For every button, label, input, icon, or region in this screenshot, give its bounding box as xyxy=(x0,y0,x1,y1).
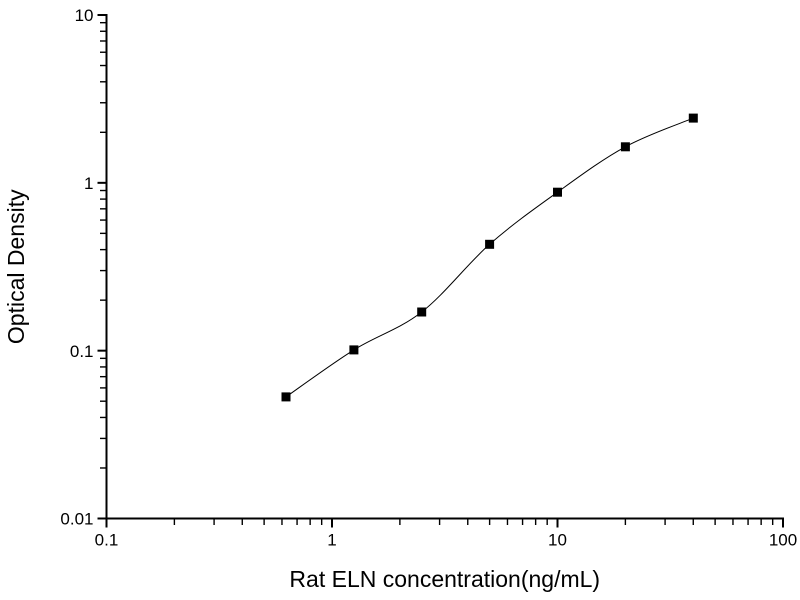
x-tick-label: 0.1 xyxy=(95,531,119,550)
y-tick-label: 10 xyxy=(75,6,94,25)
plot-layer xyxy=(281,113,698,402)
x-axis-title: Rat ELN concentration(ng/mL) xyxy=(289,566,600,592)
data-point-marker xyxy=(688,113,698,123)
y-tick-label: 1 xyxy=(84,174,93,193)
data-point-marker xyxy=(553,187,562,197)
data-point-marker xyxy=(620,142,630,152)
ticks-layer xyxy=(97,14,784,528)
data-point-marker xyxy=(281,392,291,402)
x-tick-label: 10 xyxy=(548,531,567,550)
data-point-marker xyxy=(485,239,495,249)
x-tick-label: 100 xyxy=(769,531,797,550)
y-tick-label: 0.1 xyxy=(70,342,94,361)
fitted-curve xyxy=(285,117,694,398)
data-point-marker xyxy=(349,345,359,355)
y-tick-label: 0.01 xyxy=(60,510,93,529)
x-tick-label: 1 xyxy=(327,531,336,550)
data-point-marker xyxy=(417,307,427,317)
y-axis-title: Optical Density xyxy=(3,189,29,344)
axes-layer xyxy=(105,14,784,520)
